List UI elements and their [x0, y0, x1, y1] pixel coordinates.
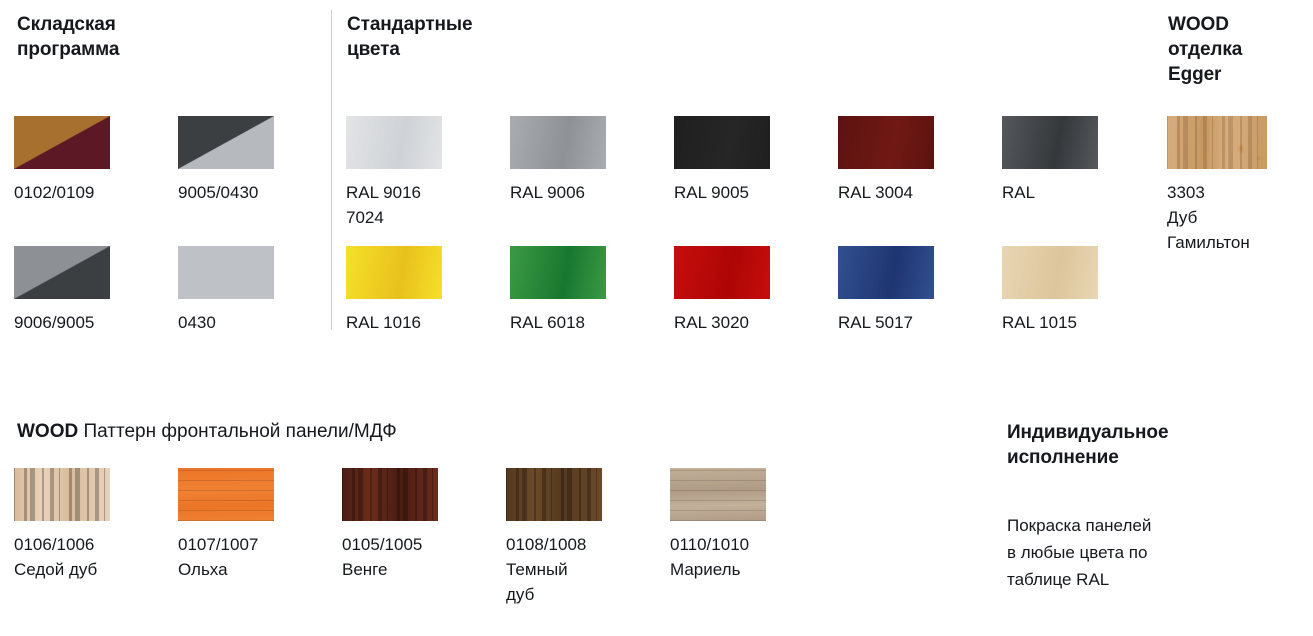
swatch-label: RAL 9005 — [674, 183, 749, 202]
swatch-cell-0108-1008[interactable]: 0108/1008 Темный дуб — [506, 468, 654, 607]
swatch-color-ral-9006 — [510, 116, 606, 169]
swatch-texture-sedoy-dub — [14, 468, 110, 521]
swatch-triangle-upper — [178, 116, 274, 169]
swatch-cell-3303-hamilton-oak[interactable]: 3303 Дуб Гамильтон — [1167, 116, 1312, 255]
swatch-label: RAL 3020 — [674, 313, 749, 332]
swatch-label: 3303 Дуб Гамильтон — [1167, 183, 1250, 252]
section-title-stock: Складская программа — [17, 14, 120, 60]
swatch-label: RAL — [1002, 183, 1036, 202]
swatch-cell-9005-0430[interactable]: 9005/0430 — [178, 116, 328, 205]
wood-grain-overlay — [178, 468, 274, 521]
wood-grain-overlay — [506, 468, 602, 521]
swatch-color-9005-0430 — [178, 116, 274, 169]
swatch-color-9006-9005 — [14, 246, 110, 299]
swatch-cell-ral-3020[interactable]: RAL 3020 — [674, 246, 824, 335]
swatch-cell-ral-5017[interactable]: RAL 5017 — [838, 246, 988, 335]
swatch-label: 0430 — [178, 313, 216, 332]
swatch-label: RAL 9006 — [510, 183, 585, 202]
swatch-label: 9006/9005 — [14, 313, 95, 332]
swatch-color-ral-3004 — [838, 116, 934, 169]
swatch-color-ral-9016 — [346, 116, 442, 169]
swatch-cell-0110-1010[interactable]: 0110/1010 Мариель — [670, 468, 818, 582]
swatch-label: RAL 1015 — [1002, 313, 1077, 332]
swatch-cell-0106-1006[interactable]: 0106/1006 Седой дуб — [14, 468, 162, 582]
swatch-label: 0107/1007 Ольха — [178, 535, 259, 579]
swatch-texture-hamilton-oak — [1167, 116, 1267, 169]
swatch-color-0430 — [178, 246, 274, 299]
swatch-label: 0110/1010 Мариель — [670, 535, 750, 579]
swatch-cell-9006-9005[interactable]: 9006/9005 — [14, 246, 164, 335]
swatch-color-0102-0109 — [14, 116, 110, 169]
swatch-label: RAL 9016 7024 — [346, 183, 421, 227]
swatch-cell-0102-0109[interactable]: 0102/0109 — [14, 116, 164, 205]
section-title-wood-egger: WOOD отделка Egger — [1168, 14, 1243, 85]
swatch-cell-ral-1015[interactable]: RAL 1015 — [1002, 246, 1152, 335]
swatch-cell-ral-9006[interactable]: RAL 9006 — [510, 116, 660, 205]
wood-grain-overlay — [1167, 116, 1267, 169]
swatch-texture-olkha — [178, 468, 274, 521]
individual-description: Покраска панелей в любые цвета по таблиц… — [1007, 516, 1152, 589]
swatch-color-ral-1016 — [346, 246, 442, 299]
swatch-cell-0107-1007[interactable]: 0107/1007 Ольха — [178, 468, 326, 582]
swatch-label: 9005/0430 — [178, 183, 259, 202]
swatch-label: RAL 5017 — [838, 313, 913, 332]
section-title-standard-colors: Стандартные цвета — [347, 14, 473, 60]
swatch-texture-venge — [342, 468, 438, 521]
wood-brand-label: WOOD — [17, 421, 79, 442]
wood-pattern-text: Паттерн фронтальной панели/МДФ — [78, 421, 397, 442]
section-title-individual: Индивидуальное исполнение — [1007, 422, 1169, 468]
wood-plank-overlay — [1167, 116, 1267, 169]
swatch-label: RAL 3004 — [838, 183, 913, 202]
swatch-label: RAL 1016 — [346, 313, 421, 332]
swatch-color-ral-1015 — [1002, 246, 1098, 299]
swatch-triangle-upper — [14, 246, 110, 299]
swatch-color-ral-6018 — [510, 246, 606, 299]
swatch-texture-temny-dub — [506, 468, 602, 521]
swatch-color-ral-5017 — [838, 246, 934, 299]
swatch-label: 0108/1008 Темный дуб — [506, 535, 587, 604]
section-title-wood-pattern: WOOD Паттерн фронтальной панели/МДФ — [17, 419, 397, 444]
swatch-cell-0430[interactable]: 0430 — [178, 246, 328, 335]
swatch-label: RAL 6018 — [510, 313, 585, 332]
swatch-cell-ral-1016[interactable]: RAL 1016 — [346, 246, 496, 335]
swatch-cell-ral-6018[interactable]: RAL 6018 — [510, 246, 660, 335]
swatch-triangle-upper — [14, 116, 110, 169]
swatch-cell-ral-3004[interactable]: RAL 3004 — [838, 116, 988, 205]
swatch-cell-ral-9016[interactable]: RAL 9016 7024 — [346, 116, 496, 230]
swatch-label: 0102/0109 — [14, 183, 95, 202]
swatch-color-ral-3020 — [674, 246, 770, 299]
swatch-color-ral-9005 — [674, 116, 770, 169]
wood-grain-overlay — [14, 468, 110, 521]
swatch-cell-ral-9005[interactable]: RAL 9005 — [674, 116, 824, 205]
wood-grain-overlay — [670, 468, 766, 521]
swatch-cell-ral[interactable]: RAL — [1002, 116, 1152, 205]
wood-grain-overlay — [342, 468, 438, 521]
swatch-label: 0105/1005 Венге — [342, 535, 423, 579]
swatch-texture-mariel — [670, 468, 766, 521]
column-divider — [331, 10, 332, 330]
swatch-color-ral — [1002, 116, 1098, 169]
swatch-cell-0105-1005[interactable]: 0105/1005 Венге — [342, 468, 490, 582]
swatch-label: 0106/1006 Седой дуб — [14, 535, 98, 579]
